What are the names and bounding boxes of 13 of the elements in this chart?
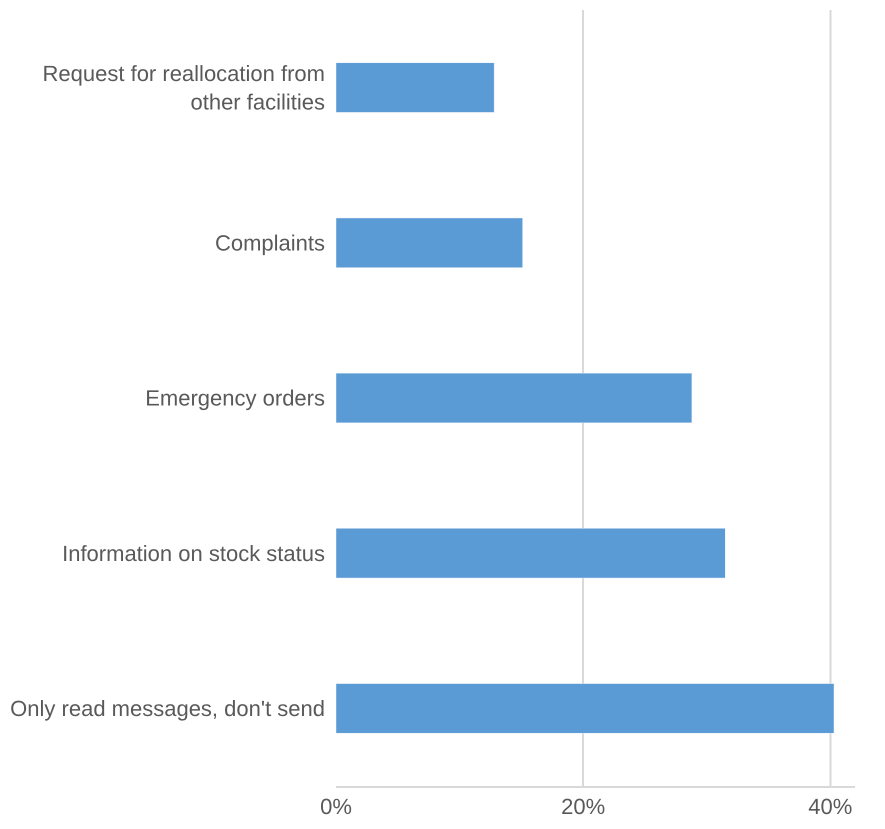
bar bbox=[336, 528, 726, 578]
y-tick-label: Only read messages, don't send bbox=[10, 696, 325, 722]
bar bbox=[336, 218, 523, 268]
y-tick-label: Emergency orders bbox=[145, 386, 325, 411]
bar bbox=[336, 683, 834, 734]
y-tick-label: Request for reallocation from other facilities bbox=[42, 61, 325, 115]
bar bbox=[336, 62, 494, 113]
x-tick-label: 20% bbox=[561, 794, 606, 820]
y-tick-label: Complaints bbox=[214, 230, 325, 256]
bar bbox=[336, 372, 692, 424]
y-tick-label: Information on stock status bbox=[62, 540, 325, 566]
x-tick-label: 40% bbox=[808, 794, 852, 820]
x-tick-label: 0% bbox=[320, 794, 352, 820]
